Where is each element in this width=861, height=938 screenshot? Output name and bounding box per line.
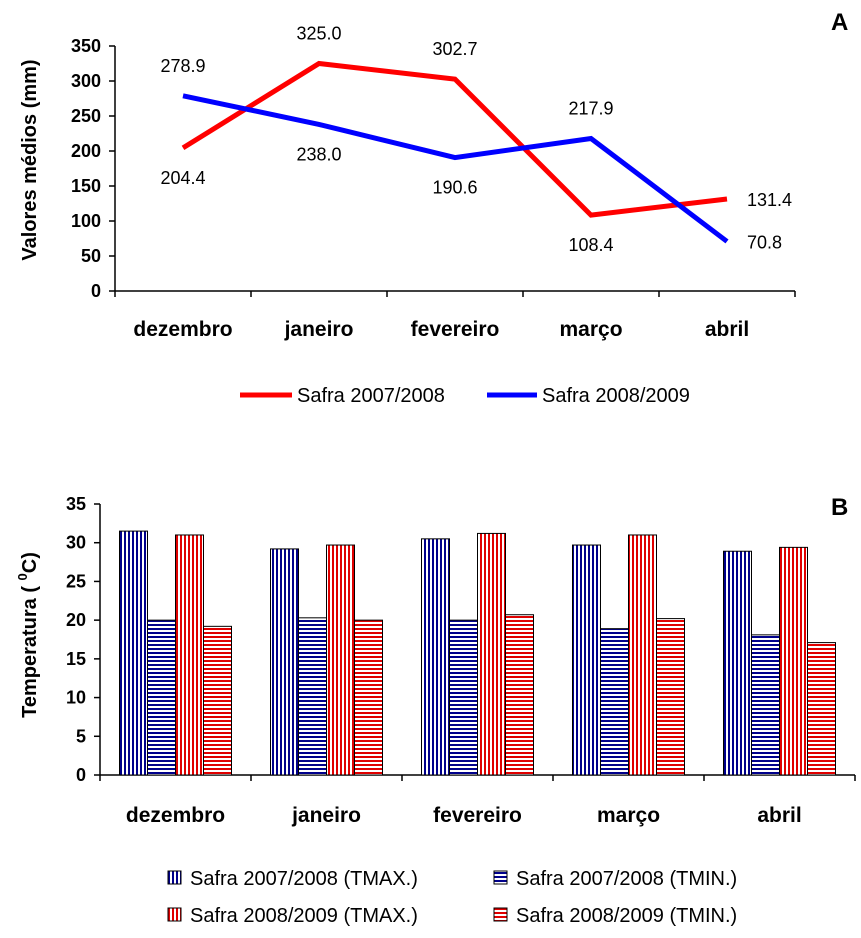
y-tick-label-b: 20 xyxy=(66,610,86,630)
bar-b xyxy=(807,642,836,776)
legend-label-a: Safra 2007/2008 xyxy=(297,385,445,407)
chart-a: 0 50 100 150 200 250 300 350 dezembro janeiro feve… xyxy=(71,24,796,407)
legend-label-b: Safra 2008/2009 (TMAX.) xyxy=(190,905,418,927)
x-category-label-a: janeiro xyxy=(284,318,354,341)
y-axis-title-b-main: Temperatura ( xyxy=(19,580,41,717)
bar-b xyxy=(119,530,148,776)
y-axis-title-b-sup: 0 xyxy=(15,573,30,580)
legend-swatch-b xyxy=(493,907,508,922)
x-category-label-a: fevereiro xyxy=(411,318,500,341)
x-category-label-b: dezembro xyxy=(126,804,225,827)
legend-swatch-b xyxy=(167,870,182,885)
y-axis-title-b-end: C) xyxy=(19,552,41,573)
x-category-label-a: março xyxy=(559,318,622,341)
bar-b xyxy=(572,544,601,776)
y-axis-title-b: Temperatura ( 0C) xyxy=(15,552,41,718)
bar-b xyxy=(175,534,204,776)
y-tick-label-a: 350 xyxy=(71,36,101,56)
bar-b xyxy=(354,619,383,776)
bar-b xyxy=(656,618,685,776)
bar-b xyxy=(779,546,808,776)
panel-label-b: B xyxy=(831,494,848,521)
bar-b xyxy=(723,550,752,776)
legend-label-b: Safra 2007/2008 (TMIN.) xyxy=(516,868,737,890)
bar-b xyxy=(270,548,299,776)
bar-b xyxy=(600,628,629,776)
y-tick-label-b: 25 xyxy=(66,571,86,591)
bar-b xyxy=(751,634,780,776)
y-tick-label-b: 15 xyxy=(66,649,86,669)
y-tick-label-b: 5 xyxy=(76,726,86,746)
panel-label-a: A xyxy=(831,9,848,36)
legend-label-b: Safra 2008/2009 (TMIN.) xyxy=(516,905,737,927)
legend-label-b: Safra 2007/2008 (TMAX.) xyxy=(190,868,418,890)
y-tick-label-b: 30 xyxy=(66,533,86,553)
x-category-label-b: março xyxy=(597,804,660,827)
series-line-safra-2008-2009 xyxy=(182,93,729,244)
x-category-label-b: abril xyxy=(757,804,801,827)
x-category-label-b: fevereiro xyxy=(433,804,522,827)
y-tick-label-a: 250 xyxy=(71,106,101,126)
x-category-label-a: dezembro xyxy=(133,318,232,341)
data-label-a: 325.0 xyxy=(296,24,341,44)
legend-label-a: Safra 2008/2009 xyxy=(542,385,690,407)
x-category-label-a: abril xyxy=(705,318,749,341)
bar-b xyxy=(326,544,355,776)
data-label-a: 131.4 xyxy=(747,190,792,210)
bar-b xyxy=(449,619,478,776)
bar-b xyxy=(147,619,176,776)
data-label-a: 302.7 xyxy=(432,39,477,59)
data-label-a: 190.6 xyxy=(432,178,477,198)
y-tick-label-a: 50 xyxy=(81,246,101,266)
y-tick-label-b: 10 xyxy=(66,688,86,708)
legend-swatch-b xyxy=(493,870,508,885)
series-line-safra-2007-2008 xyxy=(181,60,728,218)
data-label-a: 70.8 xyxy=(747,232,782,252)
legend-swatch-b xyxy=(167,907,182,922)
bar-b xyxy=(628,534,657,776)
data-label-a: 204.4 xyxy=(160,168,205,188)
chart-b: 0 5 10 15 20 25 30 35 dezembro janeiro fevereiro ma… xyxy=(66,494,856,927)
bar-b xyxy=(421,538,450,776)
x-category-label-b: janeiro xyxy=(291,804,361,827)
y-tick-label-b: 35 xyxy=(66,494,86,514)
y-tick-label-a: 150 xyxy=(71,176,101,196)
bar-b xyxy=(505,614,534,776)
y-tick-label-a: 200 xyxy=(71,141,101,161)
bar-b xyxy=(203,625,232,776)
data-label-a: 217.9 xyxy=(568,98,613,118)
data-label-a: 108.4 xyxy=(568,235,613,255)
data-label-a: 238.0 xyxy=(296,144,341,164)
y-tick-label-b: 0 xyxy=(76,765,86,785)
bar-b xyxy=(298,617,327,776)
y-tick-label-a: 300 xyxy=(71,71,101,91)
y-tick-label-a: 100 xyxy=(71,211,101,231)
data-label-a: 278.9 xyxy=(160,56,205,76)
y-axis-title-a: Valores médios (mm) xyxy=(19,59,41,260)
y-tick-label-a: 0 xyxy=(91,281,101,301)
bar-b xyxy=(477,532,506,776)
